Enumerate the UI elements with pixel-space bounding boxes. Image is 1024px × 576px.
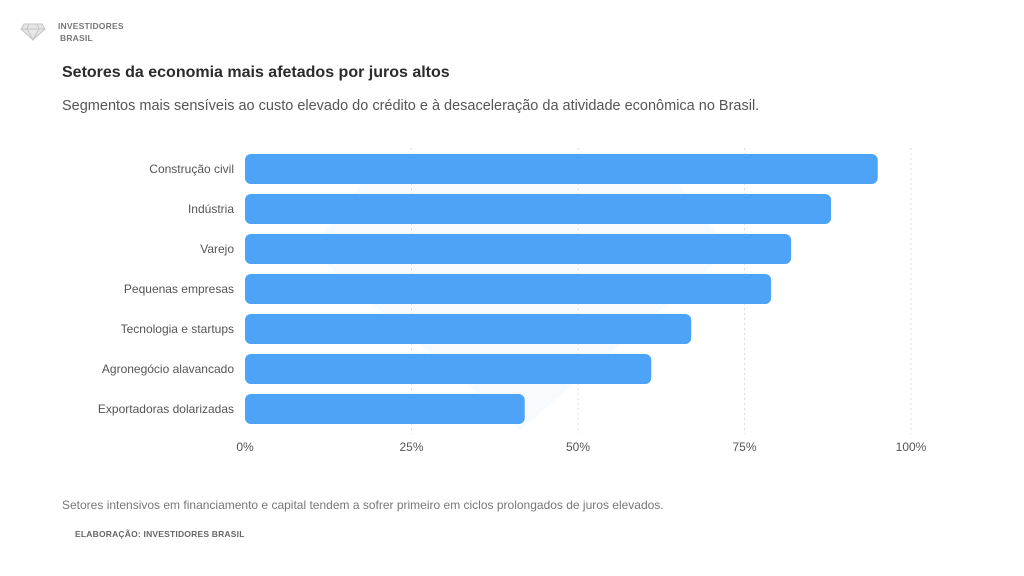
bar [245, 194, 832, 224]
category-labels: Construção civil Indústria Varejo Pequenas … [98, 162, 234, 416]
chart-bars [245, 154, 878, 424]
x-tick-label: 50% [566, 440, 590, 454]
category-label: Pequenas empresas [124, 282, 234, 296]
brand-line-1: INVESTIDORES [58, 21, 124, 31]
bar-chart: Construção civil Indústria Varejo Pequenas … [98, 148, 927, 454]
bar [245, 274, 772, 304]
category-label: Exportadoras dolarizadas [98, 402, 234, 416]
x-axis-ticks: 0% 25% 50% 75% 100% [236, 440, 926, 454]
category-label: Agronegócio alavancado [102, 362, 234, 376]
x-tick-label: 75% [732, 440, 756, 454]
x-tick-label: 100% [896, 440, 927, 454]
category-label: Indústria [188, 202, 234, 216]
chart-title: Setores da economia mais afetados por ju… [62, 64, 450, 81]
category-label: Construção civil [149, 162, 234, 176]
x-tick-label: 25% [399, 440, 423, 454]
category-label: Tecnologia e startups [121, 322, 234, 336]
bar [245, 354, 652, 384]
bar [245, 154, 878, 184]
bar [245, 234, 792, 264]
brand-name: INVESTIDORES BRASIL [58, 20, 124, 44]
bar [245, 314, 692, 344]
chart-source: ELABORAÇÃO: INVESTIDORES BRASIL [75, 529, 245, 539]
chart-subtitle: Segmentos mais sensíveis ao custo elevad… [62, 98, 760, 114]
brand-logo: INVESTIDORES BRASIL [20, 20, 130, 48]
brand-line-2: BRASIL [60, 33, 93, 43]
category-label: Varejo [200, 242, 234, 256]
chart-note: Setores intensivos em financiamento e ca… [62, 498, 664, 512]
diamond-icon [20, 23, 46, 41]
bar [245, 394, 525, 424]
x-tick-label: 0% [236, 440, 254, 454]
